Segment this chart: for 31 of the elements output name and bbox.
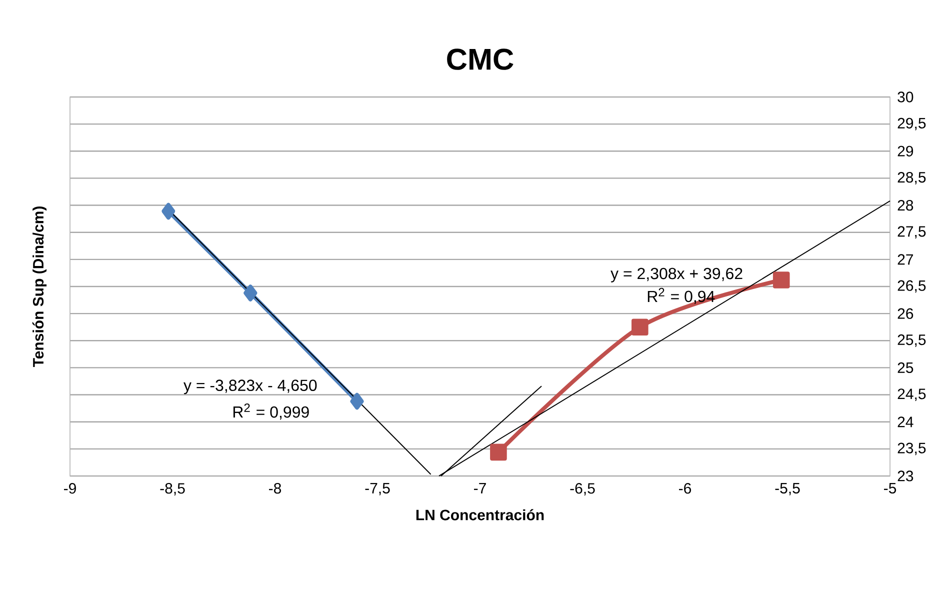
y-tick-label: 25 <box>898 362 914 374</box>
chart-title: CMC <box>447 48 514 70</box>
y-tick-label: 28,5 <box>898 172 926 184</box>
x-tick-label: -8,5 <box>160 483 185 496</box>
x-tick-label: -5,5 <box>775 483 800 496</box>
y-tick-label: 24 <box>898 416 914 428</box>
y-axis-title: Tensión Sup (Dina/cm) <box>32 206 47 368</box>
y-tick-label: 29 <box>898 146 914 156</box>
y-tick-label: 30 <box>898 92 914 102</box>
y-tick-label: 28 <box>898 200 914 211</box>
y-tick-label: 23 <box>898 470 914 482</box>
x-tick-label: -6 <box>678 483 692 494</box>
annotation: R$^{2}$ = 0,999 <box>233 404 309 420</box>
x-tick-label: -6,5 <box>570 483 595 496</box>
x-tick-label: -5 <box>884 483 896 494</box>
x-tick-label: -7,5 <box>365 483 390 496</box>
y-tick-label: 29,5 <box>898 118 926 130</box>
y-tick-label: 27,5 <box>898 226 926 239</box>
x-tick-label: -9 <box>64 483 76 494</box>
x-axis-title: LN Concentración <box>416 509 544 520</box>
annotation: y = -3,823x - 4,650 <box>184 380 317 394</box>
annotation: R$^{2}$ = 0,94 <box>648 288 715 304</box>
y-tick-label: 25,5 <box>898 334 926 347</box>
annotation: y = 2,308x + 39,62 <box>610 268 742 282</box>
y-tick-label: 26 <box>898 308 914 319</box>
x-tick-label: -8 <box>268 483 282 494</box>
y-tick-label: 26,5 <box>898 280 926 293</box>
y-tick-label: 24,5 <box>898 388 926 401</box>
y-tick-label: 27 <box>898 254 913 265</box>
x-tick-label: -7 <box>474 483 486 494</box>
y-tick-label: 23,5 <box>898 442 926 456</box>
